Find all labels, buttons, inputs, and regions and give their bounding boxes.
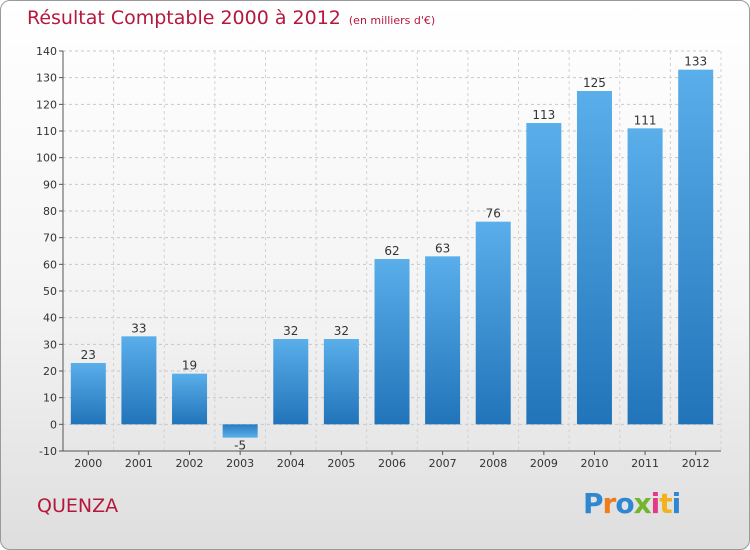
logo-letter: o [615, 487, 634, 520]
y-tick-label: 90 [43, 178, 57, 191]
x-tick-label: 2012 [682, 457, 710, 470]
x-tick-label: 2007 [429, 457, 457, 470]
x-tick-label: 2008 [479, 457, 507, 470]
y-tick-label: 110 [36, 125, 57, 138]
bar-2001 [121, 336, 157, 425]
chart-subtitle: (en milliers d'€) [348, 14, 436, 27]
chart-title-text: Résultat Comptable 2000 à 2012 [27, 7, 341, 29]
data-label-2004: 32 [283, 324, 298, 338]
x-tick-label: 2009 [530, 457, 558, 470]
proxiti-logo: Proxiti [583, 487, 682, 520]
y-tick-label: 120 [36, 98, 57, 111]
data-label-2002: 19 [182, 359, 197, 373]
bar-2010 [576, 91, 612, 425]
x-tick-label: 2002 [176, 457, 204, 470]
y-tick-label: -10 [39, 445, 57, 458]
y-tick-label: 130 [36, 72, 57, 85]
x-tick-label: 2005 [327, 457, 355, 470]
bar-2004 [273, 339, 309, 425]
data-label-2012: 133 [684, 55, 707, 69]
data-label-2001: 33 [131, 321, 146, 335]
bar-2003 [222, 424, 258, 438]
bar-2009 [526, 123, 562, 425]
chart-title: Résultat Comptable 2000 à 2012 (en millie… [27, 7, 435, 29]
bar-2000 [70, 363, 106, 425]
y-tick-label: 140 [36, 45, 57, 58]
bar-2012 [678, 69, 714, 425]
bar-2007 [425, 256, 461, 425]
y-tick-label: 40 [43, 312, 57, 325]
bar-2002 [172, 373, 208, 425]
bar-2008 [475, 221, 511, 425]
axes: -10 0 10 20 30 40 50 60 70 80 90 100 110 120 130 140 200… [36, 45, 721, 470]
x-tick-label: 2010 [580, 457, 608, 470]
y-tick-label: 10 [43, 392, 57, 405]
data-label-2005: 32 [334, 324, 349, 338]
data-label-2009: 113 [532, 108, 555, 122]
x-tick-label: 2006 [378, 457, 406, 470]
logo-letter: P [583, 487, 604, 520]
x-tick-label: 2003 [226, 457, 254, 470]
y-tick-label: 60 [43, 258, 57, 271]
data-labels: 23 33 19 -5 32 32 62 63 76 113 125 111 133 [81, 55, 707, 453]
y-tick-label: 0 [50, 418, 57, 431]
x-tick-label: 2001 [125, 457, 153, 470]
y-tick-label: 30 [43, 338, 57, 351]
y-tick-label: 50 [43, 285, 57, 298]
bar-2011 [627, 128, 663, 425]
y-tick-label: 100 [36, 152, 57, 165]
y-tick-label: 80 [43, 205, 57, 218]
x-tick-label: 2011 [631, 457, 659, 470]
data-label-2008: 76 [486, 207, 501, 221]
bar-2006 [374, 259, 410, 425]
y-tick-label: 20 [43, 365, 57, 378]
data-label-2003: -5 [234, 439, 246, 453]
logo-letter: i [650, 487, 661, 520]
data-label-2006: 62 [384, 244, 399, 258]
x-tick-label: 2000 [74, 457, 102, 470]
data-label-2011: 111 [634, 113, 657, 127]
logo-letter: i [671, 487, 682, 520]
data-label-2000: 23 [81, 348, 96, 362]
logo-letter: r [602, 487, 617, 520]
logo-letter: t [659, 487, 672, 520]
y-tick-label: 70 [43, 232, 57, 245]
data-label-2007: 63 [435, 241, 450, 255]
town-name: QUENZA [37, 495, 119, 517]
bar-2005 [323, 339, 359, 425]
x-tick-label: 2004 [277, 457, 305, 470]
data-label-2010: 125 [583, 76, 606, 90]
logo-letter: x [633, 487, 652, 520]
bars [70, 69, 714, 438]
